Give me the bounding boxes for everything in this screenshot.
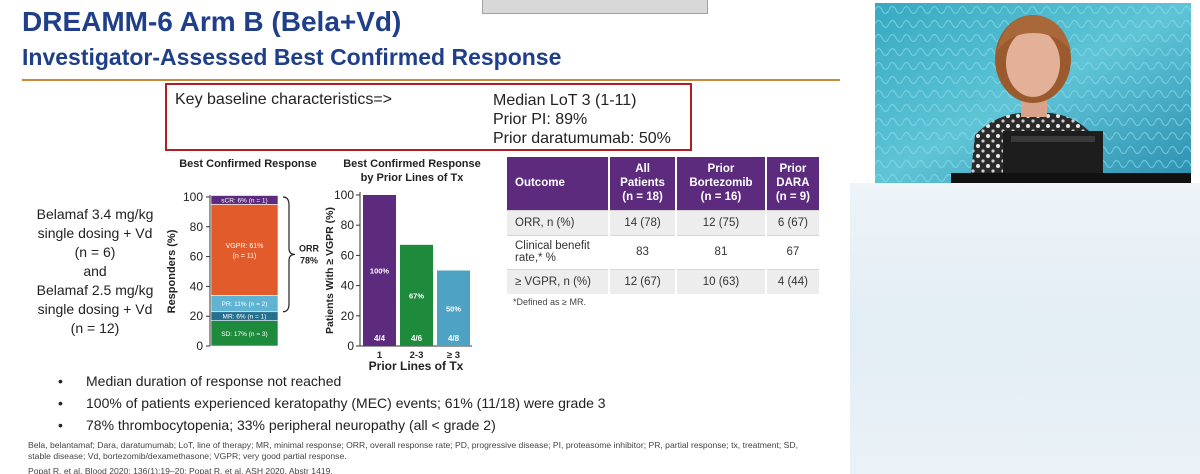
slide-title: DREAMM-6 Arm B (Bela+Vd) <box>22 6 402 37</box>
dosing-line: Belamaf 2.5 mg/kg <box>36 282 154 298</box>
references: Popat R, et al. Blood 2020; 136(1):19–20… <box>28 466 333 474</box>
dosing-line: single dosing + Vd <box>37 225 153 241</box>
table-footnote: *Defined as ≥ MR. <box>513 297 586 307</box>
background-panel <box>850 183 1200 474</box>
table-cell: 67 <box>765 234 822 269</box>
table-cell: ≥ VGPR, n (%) <box>507 268 610 294</box>
chart-title: Best Confirmed Response <box>343 158 481 170</box>
segment-label: sCR: 6% (n = 1) <box>221 197 267 204</box>
dosing-line: (n = 6) <box>74 244 116 260</box>
y-tick-label: 60 <box>341 248 355 262</box>
y-tick-label: 40 <box>341 279 355 293</box>
y-axis-label: Responders (%) <box>166 229 178 313</box>
segment-label: SD: 17% (n = 3) <box>221 331 267 338</box>
table-cell: 83 <box>609 234 678 269</box>
segment-label: MR: 6% (n = 1) <box>223 314 267 321</box>
response-by-prior-lines-svg: Best Confirmed Response by Prior Lines of… <box>324 158 481 373</box>
table-cell: 12 (75) <box>676 209 767 235</box>
orr-label: ORR <box>299 243 320 253</box>
bar-count-label: 4/6 <box>411 334 423 343</box>
y-tick-label: 80 <box>341 218 355 232</box>
best-response-svg: Best Confirmed Response 0 20 40 60 80 100 Respo… <box>166 158 320 353</box>
bar-value-label: 100% <box>370 267 390 276</box>
segment-label: VGPR: 61% <box>226 243 264 250</box>
y-tick-label: 100 <box>334 188 354 202</box>
bar-count-label: 4/8 <box>448 334 460 343</box>
orr-value: 78% <box>300 255 318 265</box>
x-tick-label: 2-3 <box>410 350 424 361</box>
y-tick-label: 40 <box>190 279 204 293</box>
bar-segment <box>210 195 279 205</box>
y-tick-label: 0 <box>196 339 203 353</box>
dosing-description: Belamaf 3.4 mg/kg single dosing + Vd (n … <box>20 205 170 338</box>
bar-value-label: 50% <box>446 304 461 313</box>
table-cell: 10 (63) <box>676 268 767 294</box>
y-tick-label: 20 <box>190 309 204 323</box>
table-header-prior-bortezomib: Prior Bortezomib (n = 16) <box>676 157 767 210</box>
table-cell: 12 (67) <box>609 268 678 294</box>
bullet-list: Median duration of response not reached … <box>58 370 606 436</box>
table-cell: 14 (78) <box>609 209 678 235</box>
outcome-table: Outcome All Patients (n = 18) Prior Bortezo… <box>507 157 822 294</box>
video-control-bar[interactable] <box>482 0 708 14</box>
y-tick-label: 60 <box>190 250 204 264</box>
key-baseline-values: Median LoT 3 (1-11) Prior PI: 89% Prior … <box>493 91 671 148</box>
table-cell: Clinical benefit rate,* % <box>507 234 610 269</box>
table-cell: ORR, n (%) <box>507 209 610 235</box>
table-cell: 6 (67) <box>765 209 822 235</box>
chart-title: by Prior Lines of Tx <box>361 172 465 184</box>
y-tick-label: 20 <box>341 309 355 323</box>
bar <box>363 195 396 346</box>
dosing-line: Belamaf 3.4 mg/kg <box>36 206 154 222</box>
table-header-outcome: Outcome <box>507 157 610 210</box>
y-tick-label: 0 <box>347 339 354 353</box>
table-cell: 81 <box>676 234 767 269</box>
table-row: Clinical benefit rate,* % 83 81 67 <box>507 234 822 269</box>
table-row: ≥ VGPR, n (%) 12 (67) 10 (63) 4 (44) <box>507 268 822 294</box>
dosing-line: (n = 12) <box>70 320 120 336</box>
best-response-chart: Best Confirmed Response 0 20 40 60 80 100 Respo… <box>160 150 335 365</box>
slide-subtitle: Investigator-Assessed Best Confirmed Res… <box>22 44 562 70</box>
bullet-item: 100% of patients experienced keratopathy… <box>58 392 606 414</box>
bar-value-label: 67% <box>409 291 424 300</box>
key-baseline-line: Median LoT 3 (1-11) <box>493 92 637 109</box>
key-baseline-line: Prior PI: 89% <box>493 111 588 128</box>
table-header-prior-dara: Prior DARA (n = 9) <box>765 157 822 210</box>
slide: DREAMM-6 Arm B (Bela+Vd) Investigator-As… <box>0 0 850 474</box>
table-header-all-patients: All Patients (n = 18) <box>609 157 678 210</box>
segment-label: (n = 11) <box>233 253 257 260</box>
dosing-line: and <box>83 263 107 279</box>
y-axis-label: Patients With ≥ VGPR (%) <box>324 207 336 334</box>
segment-label: PR: 11% (n = 2) <box>222 301 268 308</box>
bar-count-label: 4/4 <box>374 334 386 343</box>
bullet-item: 78% thrombocytopenia; 33% peripheral neu… <box>58 414 606 436</box>
key-baseline-line: Prior daratumumab: 50% <box>493 130 671 147</box>
y-tick-label: 100 <box>183 190 203 204</box>
key-baseline-label: Key baseline characteristics=> <box>175 91 392 108</box>
bullet-item: Median duration of response not reached <box>58 370 606 392</box>
title-divider <box>22 79 840 81</box>
y-tick-label: 80 <box>190 220 204 234</box>
x-tick-label: 1 <box>377 350 383 361</box>
table-cell: 4 (44) <box>765 268 822 294</box>
response-by-prior-lines-chart: Best Confirmed Response by Prior Lines of… <box>322 150 490 375</box>
table-header-row: Outcome All Patients (n = 18) Prior Bortezo… <box>507 157 822 210</box>
dosing-line: single dosing + Vd <box>37 301 153 317</box>
bar <box>437 270 470 346</box>
bar-segment <box>210 204 279 296</box>
bar <box>400 244 433 346</box>
abbreviations-footnote: Bela, belantamaf; Dara, daratumumab; LoT… <box>28 440 798 461</box>
bar-segment <box>210 320 279 347</box>
table-row: ORR, n (%) 14 (78) 12 (75) 6 (67) <box>507 209 822 235</box>
x-tick-label: ≥ 3 <box>447 350 460 361</box>
speaker-video-image <box>875 3 1191 183</box>
chart-title: Best Confirmed Response <box>179 158 317 170</box>
orr-brace <box>282 196 296 313</box>
key-baseline-box: Key baseline characteristics=> Median Lo… <box>165 83 692 151</box>
speaker-video-panel <box>875 3 1191 183</box>
